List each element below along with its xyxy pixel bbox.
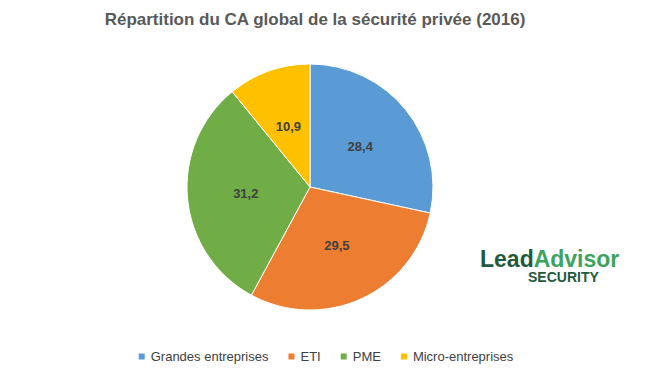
svg-text:PME: PME xyxy=(353,349,382,364)
svg-text:Lead: Lead xyxy=(480,246,534,272)
svg-text:Micro-entreprises: Micro-entreprises xyxy=(413,349,514,364)
svg-text:Grandes entreprises: Grandes entreprises xyxy=(151,349,269,364)
svg-text:SECURITY: SECURITY xyxy=(528,269,599,285)
svg-text:29,5: 29,5 xyxy=(324,238,349,253)
svg-text:31,2: 31,2 xyxy=(233,186,258,201)
svg-text:10,9: 10,9 xyxy=(276,119,301,134)
svg-text:28,4: 28,4 xyxy=(348,139,374,154)
svg-text:Répartition du CA global de la: Répartition du CA global de la sécurité … xyxy=(105,10,526,29)
svg-text:ETI: ETI xyxy=(300,349,320,364)
svg-text:Advisor: Advisor xyxy=(534,246,620,272)
